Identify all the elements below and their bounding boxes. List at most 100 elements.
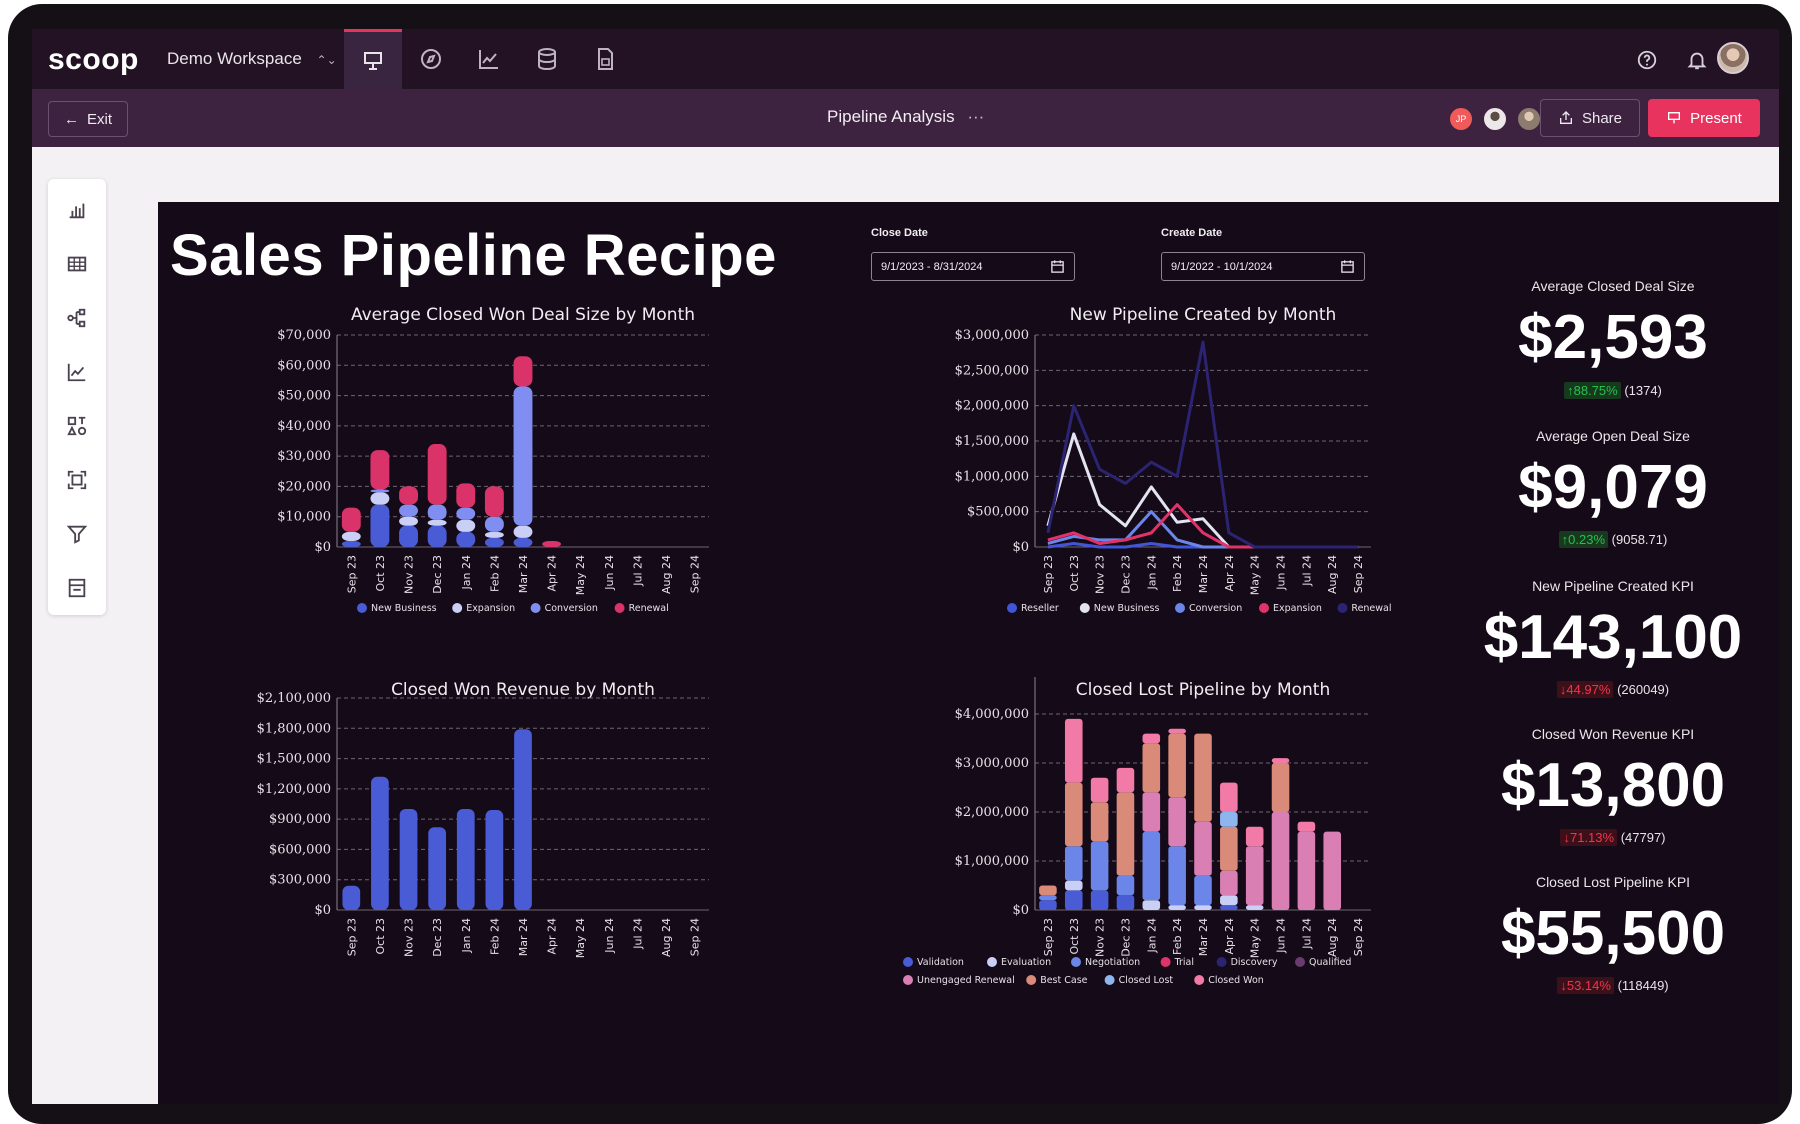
- bar-segment: [1090, 841, 1109, 891]
- legend-marker: [1160, 957, 1171, 967]
- bar-segment: [1168, 733, 1186, 798]
- add-table-tool[interactable]: [62, 249, 92, 279]
- collaborator-avatar-1[interactable]: JP: [1448, 106, 1474, 132]
- legend-label: Validation: [917, 957, 964, 968]
- notifications-button[interactable]: [1680, 43, 1714, 77]
- table-icon: [67, 256, 87, 272]
- bar-segment: [1039, 895, 1057, 901]
- x-tick-label: May 24: [1249, 555, 1262, 595]
- y-tick-label: $500,000: [967, 505, 1029, 520]
- add-chart-tool[interactable]: [62, 195, 92, 225]
- x-tick-label: Oct 23: [374, 918, 387, 955]
- user-avatar[interactable]: [1717, 42, 1749, 74]
- collaborator-avatar-2[interactable]: [1482, 106, 1508, 132]
- bar-segment: [1064, 782, 1083, 847]
- close-date-filter[interactable]: 9/1/2023 - 8/31/2024: [871, 252, 1075, 281]
- database-icon: [538, 48, 556, 71]
- share-button[interactable]: Share: [1540, 99, 1640, 137]
- kpi-change-row: ↑0.23% (9058.71): [1468, 531, 1758, 548]
- present-button[interactable]: Present: [1648, 99, 1760, 137]
- legend-label: Discovery: [1231, 957, 1278, 968]
- add-flow-tool[interactable]: [62, 303, 92, 333]
- bar-segment: [484, 537, 504, 547]
- kpi-value[interactable]: $9,079: [1518, 453, 1708, 522]
- presentation-slide[interactable]: Sales Pipeline Recipe Close Date 9/1/202…: [158, 202, 1779, 1104]
- bar-segment: [1064, 718, 1083, 783]
- nav-reports-tab[interactable]: [576, 29, 634, 89]
- more-options-icon[interactable]: ···: [967, 107, 985, 126]
- x-tick-label: Apr 24: [1223, 918, 1236, 955]
- y-tick-label: $0: [1012, 903, 1029, 918]
- bar-segment: [1297, 831, 1316, 910]
- help-icon: [1637, 50, 1657, 70]
- kpi-prior-value: (1374): [1624, 383, 1662, 398]
- add-layout-tool[interactable]: [62, 573, 92, 603]
- series-line: [1046, 340, 1359, 549]
- legend-label: Qualified: [1309, 957, 1351, 968]
- frame-icon: [67, 470, 87, 490]
- bar-segment: [1245, 905, 1264, 910]
- add-frame-tool[interactable]: [62, 465, 92, 495]
- x-tick-label: Aug 24: [660, 918, 673, 957]
- bar-segment: [427, 504, 447, 520]
- x-tick-label: Apr 24: [1223, 555, 1236, 592]
- legend-label: Conversion: [1189, 603, 1242, 614]
- kpi-change-badge: ↑0.23%: [1558, 531, 1609, 548]
- nav-charts-tab[interactable]: [460, 29, 518, 89]
- add-shapes-tool[interactable]: [62, 411, 92, 441]
- x-tick-label: Nov 23: [403, 918, 416, 957]
- kpi-change-row: ↑88.75% (1374): [1468, 382, 1758, 399]
- bar-segment: [1116, 792, 1135, 876]
- bar-segment: [399, 486, 418, 505]
- nav-presentation-tab[interactable]: [344, 29, 402, 89]
- nav-data-tab[interactable]: [518, 29, 576, 89]
- kpi-prior-value: (118449): [1617, 978, 1669, 993]
- bar-segment: [1220, 870, 1238, 896]
- bar-segment: [1090, 802, 1109, 842]
- legend-marker: [1104, 975, 1115, 985]
- add-trend-tool[interactable]: [62, 357, 92, 387]
- y-tick-label: $600,000: [269, 842, 331, 857]
- x-tick-label: Sep 23: [1042, 555, 1055, 593]
- bar-segment: [370, 492, 390, 505]
- kpi-value[interactable]: $143,100: [1483, 603, 1743, 672]
- kpi-value[interactable]: $13,800: [1500, 751, 1726, 820]
- x-tick-label: Jan 24: [1145, 555, 1158, 590]
- closed-lost-pipeline-chart-svg: Closed Lost Pipeline by Month $0 $1,000,00…: [903, 658, 1371, 986]
- nav-explore-tab[interactable]: [402, 29, 460, 89]
- exit-button[interactable]: ← Exit: [48, 101, 128, 137]
- x-tick-label: Dec 23: [1119, 555, 1132, 594]
- legend-marker: [452, 603, 463, 613]
- bar-segment: [1064, 890, 1083, 910]
- chart-closed-lost-pipeline[interactable]: Closed Lost Pipeline by Month $0 $1,000,00…: [883, 658, 1483, 1027]
- bar-segment: [370, 489, 390, 493]
- chart-new-pipeline[interactable]: New Pipeline Created by Month $0 $500,000 $…: [883, 302, 1473, 637]
- bar-segment: [456, 483, 476, 508]
- x-tick-label: Dec 23: [431, 555, 444, 594]
- help-button[interactable]: [1630, 43, 1664, 77]
- kpi-change-badge: ↓44.97%: [1556, 681, 1614, 698]
- slide-title[interactable]: Sales Pipeline Recipe: [170, 223, 777, 288]
- kpi-value[interactable]: $55,500: [1500, 899, 1726, 968]
- bar-segment: [1220, 826, 1238, 871]
- create-date-filter[interactable]: 9/1/2022 - 10/1/2024: [1161, 252, 1365, 281]
- chart-closed-won-revenue[interactable]: Closed Won Revenue by Month $0 $300,000 $60…: [253, 677, 843, 1012]
- kpi-label: Average Open Deal Size: [1536, 428, 1690, 444]
- x-tick-label: Sep 23: [345, 918, 358, 956]
- legend-marker: [1216, 957, 1227, 967]
- scoop-logo[interactable]: scoop: [48, 43, 139, 76]
- y-tick-label: $1,000,000: [955, 854, 1029, 869]
- chart-avg-deal-size[interactable]: Average Closed Won Deal Size by Month $0 $…: [253, 302, 843, 637]
- presentation-title[interactable]: Pipeline Analysis ···: [827, 107, 984, 127]
- x-tick-label: Jun 24: [603, 555, 616, 591]
- legend-label: Best Case: [1040, 975, 1087, 986]
- workspace-selector[interactable]: Demo Workspace ⌃⌄: [167, 49, 337, 69]
- kpi-value[interactable]: $2,593: [1518, 303, 1708, 372]
- legend-marker: [1337, 603, 1348, 613]
- add-filter-tool[interactable]: [62, 519, 92, 549]
- chart-title: Average Closed Won Deal Size by Month: [351, 305, 695, 325]
- bar-segment: [341, 507, 361, 532]
- collaborator-avatar-3[interactable]: [1516, 106, 1542, 132]
- bar-segment: [513, 525, 533, 538]
- create-date-label: Create Date: [1161, 227, 1223, 239]
